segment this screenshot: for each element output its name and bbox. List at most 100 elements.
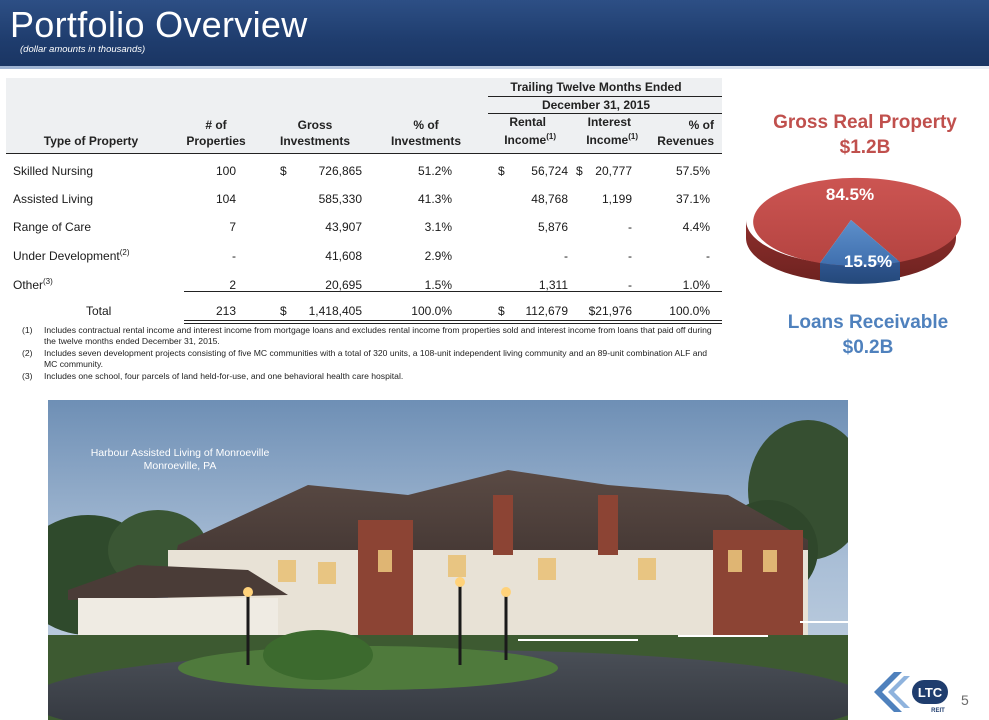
footnote-3: (3) Includes one school, four parcels of… [22,371,712,382]
cell-rental: 56,724 [531,164,568,178]
header-band: Portfolio Overview (dollar amounts in th… [0,0,989,66]
pie-label-property: 84.5% [826,185,874,204]
total-rental-currency: $ [498,304,505,318]
row-type-footnote: (3) [43,277,53,286]
total-top-rule [184,291,722,292]
footnote-number: (1) [22,325,33,335]
cell-pct: 41.3% [417,192,452,206]
header-bottom-rule [6,153,722,154]
period-header-mid-rule [488,96,722,97]
cell-pct: 3.1% [424,220,452,234]
row-type: Assisted Living [13,192,93,206]
interest-header-text: Income [586,133,629,147]
cell-pct: 51.2% [417,164,452,178]
loans-title-line1: Loans Receivable [787,312,949,333]
col-gross-header-2: Investments [279,134,351,148]
footnote-number: (2) [22,348,33,358]
row-type-text: Other [13,278,44,292]
period-header-line1: Trailing Twelve Months Ended [510,80,682,94]
cell-rev: 37.1% [675,192,710,206]
total-bottom-rule-1 [184,320,722,321]
property-title-line1: Gross Real Property [773,112,957,133]
total-gross: 1,418,405 [308,304,362,318]
cell-props: 104 [215,192,236,206]
cell-pct: 1.5% [424,278,452,292]
property-photo-illustration [48,400,848,720]
property-title-line2: $1.2B [839,137,891,158]
cell-props: 7 [229,220,236,234]
total-rental: 112,679 [525,304,569,318]
pie-slice-loans [820,220,900,266]
footnote-number: (3) [22,371,33,381]
col-pct-header-1: % of [413,118,439,132]
row-type-text: Under Development [13,249,120,263]
page-title: Portfolio Overview [10,4,308,45]
logo-subtext: REIT [931,708,945,714]
pie-label-loans: 15.5% [844,252,892,271]
page-subtitle: (dollar amounts in thousands) [20,44,146,55]
loans-title-line2: $0.2B [842,337,894,358]
pie-side-blue [820,262,900,284]
col-rev-header-2: Revenues [657,134,714,148]
cell-gross: 43,907 [325,220,362,234]
rental-header-footnote: (1) [546,132,556,141]
col-props-header-2: Properties [186,134,246,148]
col-interest-header-2: Income(1) [556,133,638,148]
col-props-header-1: # of [205,118,227,132]
cell-props: - [232,249,236,263]
col-interest-header-1: Interest [587,115,631,129]
footnote-text: Includes contractual rental income and i… [44,325,712,346]
row-type-footnote: (2) [119,248,130,257]
row-type-text: Skilled Nursing [13,164,94,178]
cell-rev: - [706,249,710,263]
cell-rev: 1.0% [682,278,710,292]
cell-props: 100 [215,164,236,178]
cell-interest: - [628,220,632,234]
cell-rev: 4.4% [682,220,710,234]
row-type-text: Assisted Living [13,192,94,206]
footnotes: (1) Includes contractual rental income a… [22,325,712,383]
period-header-rule [488,113,722,114]
col-rev-header-1: % of [688,118,714,132]
property-photo [48,400,848,720]
total-bottom-rule-2 [184,323,722,324]
cell-gross: 726,865 [318,164,362,178]
total-label: Total [86,304,112,318]
footnote-2: (2) Includes seven development projects … [22,348,712,370]
cell-interest: - [628,278,632,292]
investment-pie-chart: 84.5% 15.5% [746,177,962,284]
cell-gross: 41,608 [325,249,362,263]
cell-pct: 2.9% [424,249,452,263]
pie-side-red [746,220,956,283]
cell-rental: 48,768 [531,192,568,206]
cell-rental: 5,876 [537,220,568,234]
page-number: 5 [961,692,969,708]
footnote-text: Includes one school, four parcels of lan… [44,371,404,381]
col-type-header: Type of Property [43,134,139,148]
ltc-reit-logo: LTC REIT [874,672,948,714]
footnote-text: Includes seven development projects cons… [44,348,708,369]
cell-cur: $ [280,164,287,178]
footnote-1: (1) Includes contractual rental income a… [22,325,712,347]
row-type: Skilled Nursing [13,164,93,178]
row-type: Range of Care [13,220,91,234]
pie-slice-property [753,177,962,263]
total-gross-currency: $ [280,304,287,318]
cell-gross: 585,330 [318,192,362,206]
cell-rental: 1,311 [538,278,568,292]
col-gross-header-1: Gross [297,118,333,132]
photo-caption: Harbour Assisted Living of Monroeville M… [85,447,275,473]
total-interest: $21,976 [588,304,632,318]
row-type: Under Development(2) [13,248,130,264]
logo-text: LTC [918,685,943,700]
interest-header-footnote: (1) [628,132,638,141]
total-pct: 100.0% [411,304,452,318]
total-props: 213 [215,304,236,318]
table-header-background [6,78,722,154]
total-rev: 100.0% [669,304,710,318]
cell-gross: 20,695 [325,278,362,292]
row-type: Other(3) [13,277,53,293]
cell-interest: 1,199 [601,192,632,206]
rental-header-text: Income [504,133,547,147]
cell-rcur: $ [498,164,505,178]
